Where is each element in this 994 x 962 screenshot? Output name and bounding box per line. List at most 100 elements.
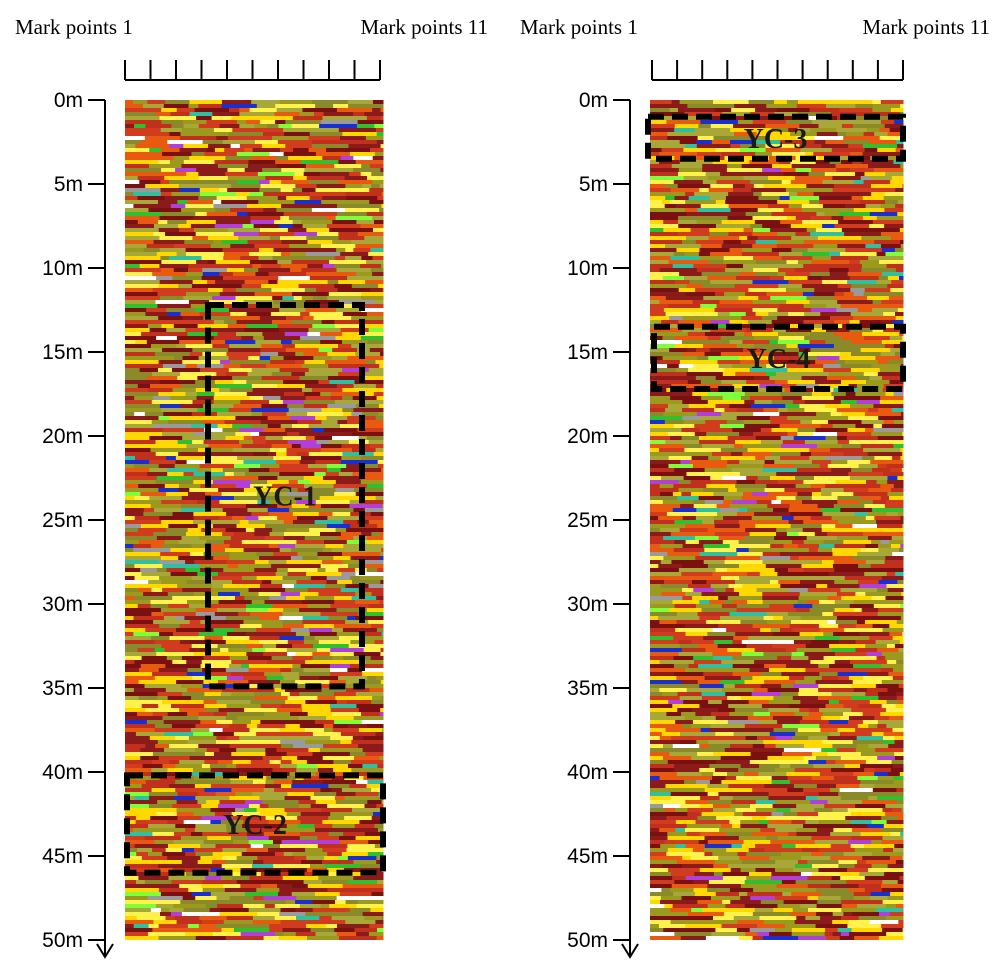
texture [343, 520, 357, 524]
texture [737, 928, 750, 932]
texture [125, 124, 135, 128]
texture [312, 388, 343, 392]
texture [247, 848, 269, 852]
texture [762, 468, 797, 472]
texture [772, 248, 792, 252]
texture [816, 756, 841, 760]
texture [325, 584, 346, 588]
texture [810, 332, 834, 336]
texture [837, 408, 869, 412]
texture [286, 596, 305, 600]
texture [814, 808, 833, 812]
texture [850, 404, 874, 408]
texture [838, 132, 847, 136]
texture [320, 340, 342, 344]
texture [374, 824, 383, 828]
texture [849, 920, 871, 924]
texture [212, 584, 224, 588]
texture [838, 864, 855, 868]
texture [712, 416, 737, 420]
texture [338, 536, 354, 540]
texture [161, 520, 193, 524]
texture [873, 300, 882, 304]
texture [357, 124, 375, 128]
texture [725, 692, 752, 696]
texture [685, 200, 716, 204]
texture [327, 416, 348, 420]
texture [227, 736, 240, 740]
texture [758, 208, 784, 212]
texture [770, 420, 801, 424]
texture [740, 908, 755, 912]
texture [272, 320, 292, 324]
texture [818, 664, 829, 668]
texture [249, 668, 281, 672]
texture [822, 528, 842, 532]
texture [198, 800, 207, 804]
texture [125, 668, 140, 672]
texture [185, 828, 195, 832]
texture [302, 600, 335, 604]
texture [680, 696, 703, 700]
texture [331, 168, 353, 172]
texture [270, 532, 285, 536]
texture [125, 148, 150, 152]
texture [142, 856, 168, 860]
texture [290, 268, 302, 272]
texture [266, 780, 275, 784]
texture [133, 204, 171, 208]
texture [702, 692, 726, 696]
texture [135, 496, 150, 500]
texture [895, 644, 904, 648]
texture [650, 896, 661, 900]
texture [650, 188, 671, 192]
texture [650, 624, 685, 628]
texture [125, 348, 163, 352]
texture [160, 216, 180, 220]
texture [287, 412, 308, 416]
texture [200, 464, 235, 468]
texture [753, 432, 788, 436]
texture [694, 504, 717, 508]
texture [760, 572, 778, 576]
texture [733, 664, 765, 668]
texture [224, 320, 237, 324]
texture [125, 884, 147, 888]
texture [753, 268, 779, 272]
texture [665, 244, 701, 248]
texture [755, 220, 781, 224]
texture [310, 280, 328, 284]
texture [184, 820, 211, 824]
texture [861, 444, 894, 448]
texture [327, 296, 361, 300]
texture [200, 536, 232, 540]
texture [138, 220, 159, 224]
texture [661, 476, 684, 480]
texture [776, 532, 788, 536]
texture [319, 124, 357, 128]
texture [246, 604, 273, 608]
texture [276, 208, 312, 212]
texture [162, 152, 192, 156]
texture [829, 700, 839, 704]
texture [353, 736, 364, 740]
texture [814, 292, 836, 296]
texture [338, 568, 355, 572]
texture [893, 848, 904, 852]
texture [305, 660, 334, 664]
texture [216, 184, 232, 188]
texture [802, 500, 838, 504]
texture [147, 376, 158, 380]
texture [787, 532, 799, 536]
texture [650, 832, 668, 836]
texture [874, 716, 889, 720]
texture [202, 764, 211, 768]
texture [333, 768, 352, 772]
texture [826, 456, 863, 460]
texture [329, 228, 362, 232]
texture [270, 760, 282, 764]
texture [650, 108, 670, 112]
texture [833, 808, 849, 812]
texture [377, 568, 383, 572]
texture [897, 696, 904, 700]
